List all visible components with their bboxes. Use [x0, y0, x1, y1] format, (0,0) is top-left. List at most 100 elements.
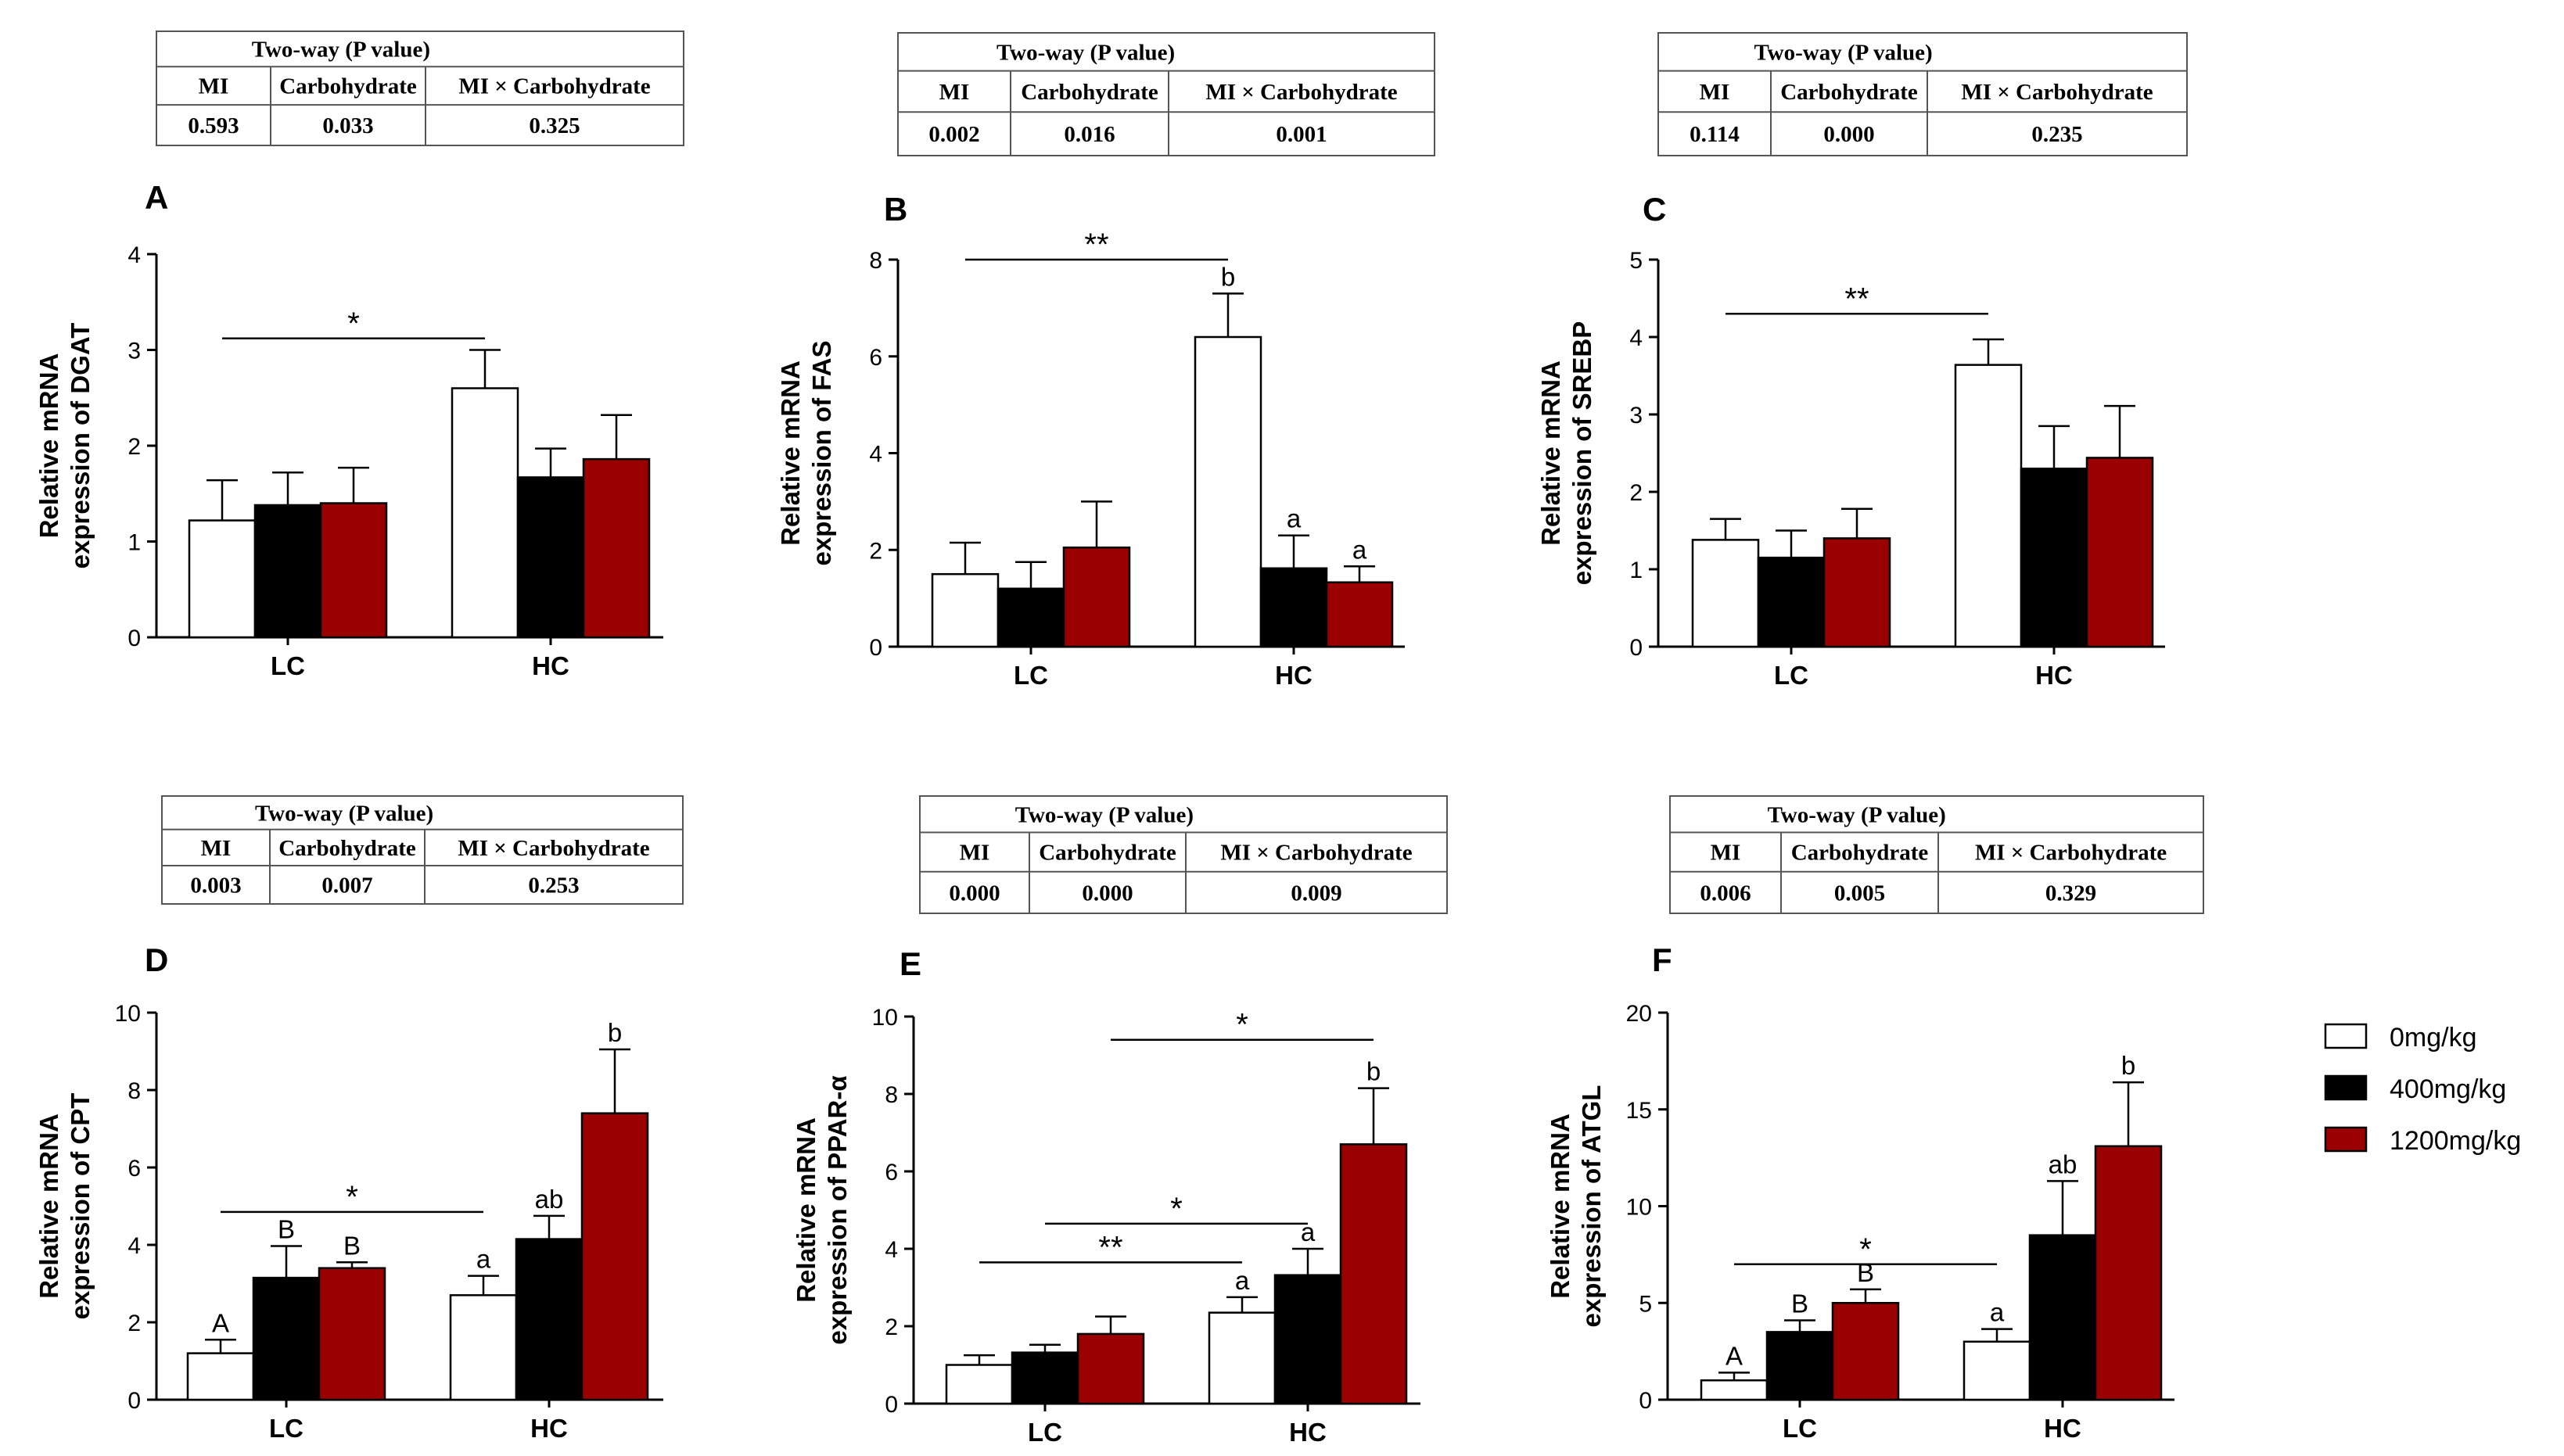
axes: 0 5 10 15 20 Relative mRNA expression of ATGL L…	[1546, 1001, 2174, 1443]
table-title: Two-way (P value)	[997, 40, 1175, 65]
bar-0mg-kg	[188, 519, 257, 639]
y-axis-label-line2: expression of FAS	[807, 341, 836, 566]
pvalue-table: Two-way (P value) MI 0.003 Carbohydrate 0.00…	[161, 795, 684, 905]
axes: 0 1 2 3 4 5 Relative mRNA expression of SREBP LC…	[1536, 248, 2165, 690]
significance-letter: B	[343, 1231, 361, 1260]
significance-letter: a	[1352, 535, 1367, 564]
significance-marker: **	[1098, 1230, 1122, 1264]
table-header-cell: MI	[201, 836, 232, 861]
significance: *	[1734, 1232, 1997, 1267]
bar-1200mg-kg	[1325, 581, 1394, 648]
pvalue-table: Two-way (P value) MI 0.593 Carbohydrate 0.03…	[156, 30, 684, 146]
bar-400mg-kg	[252, 1276, 321, 1401]
panel-a: Two-way (P value) MI 0.593 Carbohydrate 0.03…	[34, 30, 684, 680]
x-tick-label: HC	[2044, 1414, 2081, 1443]
y-tick-label: 2	[869, 538, 882, 564]
panel-b: Two-way (P value) MI 0.002 Carbohydrate 0.01…	[776, 32, 1435, 690]
table-value-cell: 0.003	[190, 873, 241, 898]
bar-1200mg-kg	[2085, 457, 2154, 648]
y-tick-label: 1	[1629, 558, 1643, 583]
table-header-cell: MI	[1700, 80, 1730, 105]
bar-0mg-kg	[451, 387, 519, 639]
y-tick-label: 4	[885, 1237, 898, 1263]
y-tick-label: 0	[869, 635, 882, 661]
table-border	[919, 795, 1448, 914]
table-value-cell: 0.016	[1064, 122, 1115, 147]
legend-swatch	[2324, 1126, 2368, 1153]
significance-letter: b	[1221, 262, 1235, 291]
significance-letter: ab	[2049, 1149, 2077, 1178]
significance-letter: A	[1725, 1341, 1743, 1370]
bar-0mg-kg	[1208, 1311, 1277, 1405]
table-value-cell: 0.000	[1082, 880, 1133, 906]
panel-letter: F	[1652, 941, 1672, 978]
y-tick-label: 8	[127, 1078, 141, 1104]
y-tick-label: 8	[885, 1082, 898, 1108]
significance-letter: a	[1287, 504, 1302, 533]
significance: **	[1725, 282, 1988, 316]
bar-1200mg-kg	[2094, 1145, 2163, 1401]
pvalue-table: Two-way (P value) MI 0.002 Carbohydrate 0.01…	[897, 32, 1435, 156]
significance-letter: a	[1990, 1298, 2005, 1327]
significance-letter: b	[608, 1018, 622, 1047]
y-tick-label: 6	[869, 345, 882, 371]
y-tick-label: 0	[885, 1392, 898, 1418]
table-value-cell: 0.325	[529, 113, 580, 138]
table-value-cell: 0.329	[2045, 880, 2096, 906]
table-header-cell: Carbohydrate	[1791, 841, 1929, 866]
bar-0mg-kg	[1194, 335, 1262, 648]
table-value-cell: 0.033	[322, 113, 373, 138]
y-tick-label: 0	[127, 626, 141, 651]
panel-letter: C	[1643, 191, 1666, 228]
y-tick-label: 8	[869, 248, 882, 274]
bar-0mg-kg	[1954, 364, 2023, 648]
y-axis-label: Relative mRNA expression of SREBP	[1536, 321, 1596, 585]
bar-400mg-kg	[1259, 567, 1328, 648]
table-value-cell: 0.000	[1823, 122, 1874, 147]
legend-label: 400mg/kg	[2390, 1074, 2506, 1104]
bars: a a b	[945, 1057, 1408, 1405]
bar-1200mg-kg	[580, 1112, 649, 1401]
table-header-cell: Carbohydrate	[1021, 80, 1158, 105]
table-title: Two-way (P value)	[1754, 40, 1932, 65]
bar-400mg-kg	[1765, 1331, 1834, 1401]
table-header-cell: MI × Carbohydrate	[1961, 80, 2153, 105]
y-axis-label-line1: Relative mRNA	[1536, 360, 1565, 546]
significance-marker: **	[1844, 282, 1869, 316]
x-tick-label: HC	[530, 1414, 568, 1443]
axes: 0 2 4 6 8 10 Relative mRNA expression of CPT LC H…	[34, 1001, 663, 1443]
table-value-cell: 0.593	[188, 113, 239, 138]
significance-letter: b	[1366, 1057, 1381, 1086]
significance: **	[965, 228, 1228, 262]
y-axis-label-line1: Relative mRNA	[34, 353, 63, 539]
table-title: Two-way (P value)	[252, 38, 430, 63]
y-axis-label-line2: expression of CPT	[66, 1093, 95, 1320]
bar-1200mg-kg	[1062, 546, 1131, 648]
table-header-cell: MI × Carbohydrate	[458, 74, 650, 99]
y-tick-label: 4	[127, 1233, 141, 1259]
legend-swatch	[2324, 1074, 2368, 1101]
table-value-cell: 0.000	[949, 880, 1000, 906]
y-axis-label: Relative mRNA expression of CPT	[34, 1093, 95, 1320]
bar-400mg-kg	[2020, 468, 2088, 648]
y-tick-label: 2	[127, 1311, 141, 1336]
y-tick-label: 10	[1626, 1195, 1652, 1221]
table-header-cell: MI	[1711, 841, 1741, 866]
significance-letter: b	[2121, 1051, 2135, 1080]
panel-letter: B	[884, 191, 907, 228]
bar-400mg-kg	[2028, 1234, 2097, 1401]
y-axis-label-line2: expression of PPAR-α	[823, 1075, 852, 1344]
significance-letter: A	[212, 1308, 229, 1337]
pvalue-table: Two-way (P value) MI 0.000 Carbohydrate 0.00…	[919, 795, 1448, 914]
table-header-cell: MI	[199, 74, 229, 99]
table-title: Two-way (P value)	[255, 801, 433, 826]
y-axis-label-line1: Relative mRNA	[1546, 1114, 1575, 1299]
bar-0mg-kg	[1963, 1340, 2031, 1401]
bar-1200mg-kg	[1831, 1302, 1900, 1401]
bars	[188, 349, 651, 639]
axes: 0 1 2 3 4 Relative mRNA expression of DGAT LC HC	[34, 242, 663, 680]
significance: ****	[979, 1008, 1374, 1264]
legend-label: 0mg/kg	[2390, 1023, 2477, 1053]
table-value-cell: 0.253	[528, 873, 579, 898]
